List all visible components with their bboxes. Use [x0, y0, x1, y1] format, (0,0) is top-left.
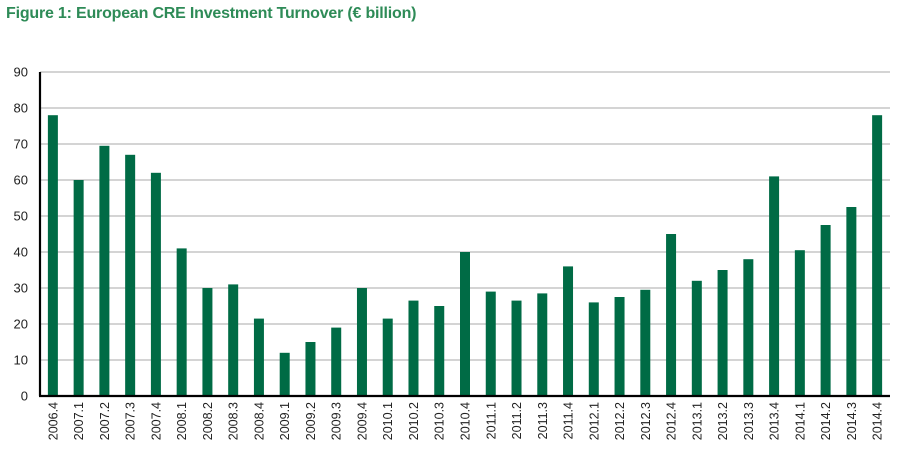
bars: [47, 115, 883, 396]
bar: [872, 115, 883, 396]
bar: [640, 289, 651, 396]
bar: [279, 352, 290, 396]
bar: [202, 288, 213, 396]
bar: [588, 302, 599, 396]
x-tick-label: 2008.3: [227, 402, 241, 440]
x-tick-label: 2012.3: [639, 402, 653, 440]
bar: [382, 318, 393, 396]
x-tick-label: 2010.4: [459, 402, 473, 440]
bar: [794, 250, 805, 396]
bar: [47, 115, 58, 396]
bar: [125, 154, 136, 396]
y-tick-label: 40: [14, 245, 28, 260]
axes: [38, 72, 890, 398]
x-tick-label: 2010.1: [381, 402, 395, 440]
x-tick-label: 2007.2: [98, 402, 112, 440]
bar: [563, 266, 574, 396]
x-tick-label: 2008.2: [201, 402, 215, 440]
bar: [356, 288, 367, 396]
chart-title: Figure 1: European CRE Investment Turnov…: [6, 5, 417, 22]
bar: [228, 284, 239, 396]
x-tick-label: 2012.1: [587, 402, 601, 440]
bar: [743, 259, 754, 396]
x-tick-label: 2011.3: [536, 402, 550, 439]
y-tick-label: 30: [14, 281, 28, 296]
x-tick-label: 2014.2: [819, 402, 833, 440]
bar: [614, 297, 625, 396]
y-tick-label: 80: [14, 101, 28, 116]
x-tick-label: 2014.1: [793, 402, 807, 440]
bar: [305, 342, 316, 396]
x-tick-label: 2006.4: [46, 402, 60, 440]
bar: [691, 280, 702, 396]
bar: [73, 180, 84, 396]
x-tick-label: 2013.3: [742, 402, 756, 440]
x-tick-label: 2013.2: [716, 402, 730, 440]
bar: [769, 176, 780, 396]
y-tick-label: 60: [14, 173, 28, 188]
bar: [537, 293, 548, 396]
y-tick-label: 20: [14, 317, 28, 332]
y-tick-label: 10: [14, 353, 28, 368]
x-tick-label: 2014.4: [871, 402, 885, 440]
bar: [846, 207, 857, 396]
bar: [176, 248, 187, 396]
bar: [434, 306, 445, 396]
x-tick-label: 2014.3: [845, 402, 859, 440]
x-tick-label: 2010.3: [433, 402, 447, 440]
x-tick-label: 2011.2: [510, 402, 524, 439]
x-tick-label: 2009.2: [304, 402, 318, 440]
x-tick-labels: 2006.4 2007.1 2007.2 2007.3 2007.4 2008.1 2008…: [46, 402, 884, 440]
bar: [511, 300, 522, 396]
bar: [408, 300, 419, 396]
bar: [331, 327, 342, 396]
x-tick-label: 2009.4: [355, 402, 369, 440]
x-tick-label: 2010.2: [407, 402, 421, 440]
x-tick-label: 2008.1: [175, 402, 189, 440]
bar: [253, 318, 264, 396]
bar: [485, 291, 496, 396]
x-tick-label: 2008.4: [252, 402, 266, 440]
x-tick-label: 2009.1: [278, 402, 292, 440]
x-tick-label: 2012.4: [665, 402, 679, 440]
bar: [820, 225, 831, 396]
x-tick-label: 2012.2: [613, 402, 627, 440]
bar: [717, 270, 728, 396]
bar: [666, 234, 677, 396]
y-tick-label: 90: [14, 65, 28, 80]
y-tick-label: 70: [14, 137, 28, 152]
x-tick-label: 2007.1: [72, 402, 86, 440]
x-tick-label: 2009.3: [330, 402, 344, 440]
x-tick-label: 2007.4: [149, 402, 163, 440]
x-tick-label: 2011.4: [562, 402, 576, 439]
y-tick-labels: 0 10 20 30 40 50 60 70 80 90: [14, 65, 28, 404]
y-tick-label: 0: [21, 389, 28, 404]
x-tick-label: 2013.4: [768, 402, 782, 440]
bar: [150, 172, 161, 396]
bar: [460, 252, 470, 396]
x-tick-label: 2013.1: [690, 402, 704, 440]
x-tick-label: 2007.3: [124, 402, 138, 440]
bar: [99, 145, 110, 396]
x-tick-label: 2011.1: [484, 402, 498, 439]
y-tick-label: 50: [14, 209, 28, 224]
